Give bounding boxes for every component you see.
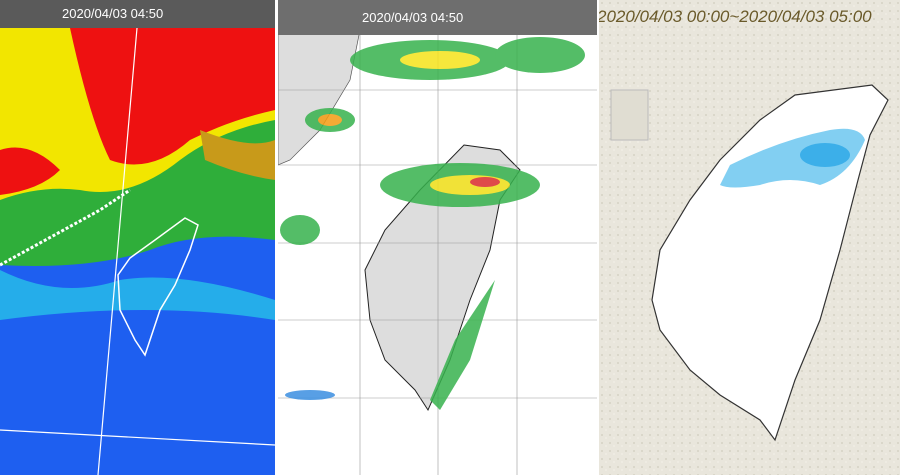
timestamp: 2020/04/03 00:00~2020/04/03 05:00 xyxy=(596,7,872,26)
rainfall-panel: 2020/04/03 00:00~2020/04/03 05:00 xyxy=(596,0,900,475)
radar-panel: 2020/04/03 04:50 xyxy=(278,0,597,475)
timestamp: 2020/04/03 04:50 xyxy=(62,6,163,21)
timestamp: 2020/04/03 04:50 xyxy=(362,10,463,25)
satellite-panel: 2020/04/03 04:50 xyxy=(0,0,275,475)
